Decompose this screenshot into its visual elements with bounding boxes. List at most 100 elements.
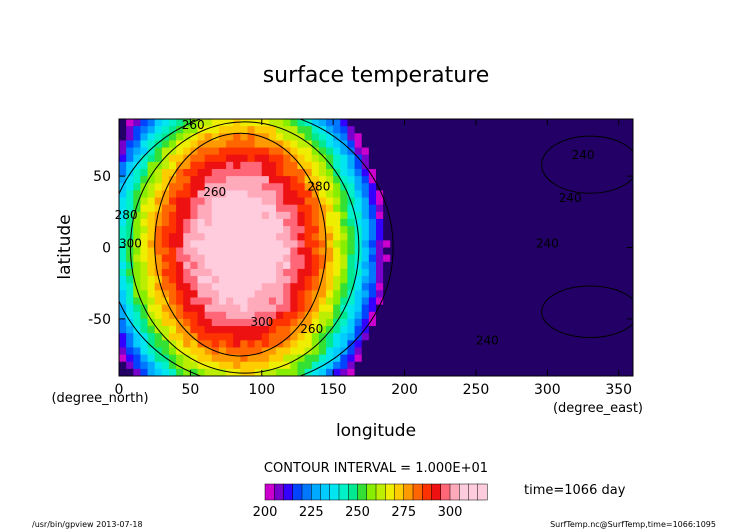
field-cell (133, 311, 142, 320)
field-cell (161, 326, 170, 334)
field-cell (418, 226, 427, 234)
field-cell (404, 361, 413, 370)
field-cell (425, 297, 434, 306)
contour-interval-text: CONTOUR INTERVAL = 1.000E+01 (264, 461, 488, 476)
field-cell (440, 311, 448, 320)
field-cell (454, 347, 463, 356)
field-cell (547, 333, 556, 341)
field-cell (525, 218, 534, 227)
field-cell (147, 354, 156, 363)
field-cell (411, 283, 420, 291)
field-cell (326, 247, 334, 256)
field-cell (454, 211, 463, 220)
field-cell (304, 204, 313, 213)
field-cell (147, 140, 156, 149)
field-cell (561, 297, 570, 306)
field-cell (311, 333, 320, 341)
field-cell (318, 254, 327, 263)
field-cell (383, 368, 391, 376)
field-cell (233, 354, 241, 363)
field-cell (376, 318, 384, 327)
field-cell (383, 340, 391, 349)
field-cell (583, 340, 591, 349)
field-cell (354, 190, 363, 199)
field-cell (290, 168, 299, 177)
field-cell (540, 218, 548, 227)
field-cell (318, 297, 327, 306)
field-cell (311, 326, 320, 334)
field-cell (547, 247, 556, 256)
field-cell (447, 326, 456, 334)
field-cell (590, 354, 598, 363)
field-cell (347, 368, 356, 376)
field-cell (326, 176, 334, 184)
field-cell (268, 183, 277, 191)
field-cell (497, 190, 506, 199)
field-cell (283, 204, 291, 213)
field-cell (297, 297, 306, 306)
field-cell (483, 197, 491, 206)
field-cell (311, 233, 320, 241)
field-cell (304, 176, 313, 184)
field-cell (304, 197, 313, 206)
field-cell (397, 368, 406, 376)
field-cell (268, 247, 277, 256)
field-cell (590, 233, 598, 241)
field-cell (390, 290, 399, 299)
field-cell (233, 154, 241, 163)
field-cell (290, 247, 299, 256)
field-cell (304, 140, 313, 149)
field-cell (247, 361, 256, 370)
field-cell (233, 311, 241, 320)
field-cell (190, 176, 199, 184)
field-cell (318, 126, 327, 134)
field-cell (454, 161, 463, 170)
field-cell (326, 147, 334, 156)
field-cell (625, 226, 633, 234)
field-cell (233, 119, 241, 127)
field-cell (383, 304, 391, 313)
field-cell (183, 333, 191, 341)
field-cell (433, 211, 441, 220)
field-cell (468, 204, 477, 213)
field-cell (218, 290, 227, 299)
field-cell (233, 190, 241, 199)
field-cell (568, 204, 577, 213)
field-cell (504, 304, 513, 313)
field-cell (190, 268, 199, 277)
field-cell (597, 226, 606, 234)
field-cell (126, 218, 134, 227)
field-cell (340, 311, 349, 320)
field-cell (168, 247, 177, 256)
field-cell (483, 268, 491, 277)
field-cell (261, 161, 270, 170)
field-cell (261, 183, 270, 191)
field-cell (597, 168, 606, 177)
field-cell (233, 204, 241, 213)
field-cell (504, 126, 513, 134)
colorbar-swatch (403, 483, 414, 501)
field-cell (176, 233, 184, 241)
field-cell (454, 140, 463, 149)
field-cell (518, 304, 527, 313)
field-cell (540, 233, 548, 241)
field-cell (126, 304, 134, 313)
field-cell (147, 204, 156, 213)
field-cell (447, 133, 456, 142)
field-cell (547, 304, 556, 313)
field-cell (447, 140, 456, 149)
field-cell (540, 176, 548, 184)
field-cell (368, 233, 377, 241)
field-cell (554, 304, 563, 313)
field-cell (583, 276, 591, 284)
field-cell (133, 197, 142, 206)
field-cell (218, 133, 227, 142)
field-cell (347, 218, 356, 227)
field-cell (276, 211, 284, 220)
field-cell (119, 240, 127, 249)
field-cell (240, 119, 249, 127)
field-cell (197, 126, 206, 134)
field-cell (233, 318, 241, 327)
field-cell (447, 119, 456, 127)
field-cell (318, 326, 327, 334)
